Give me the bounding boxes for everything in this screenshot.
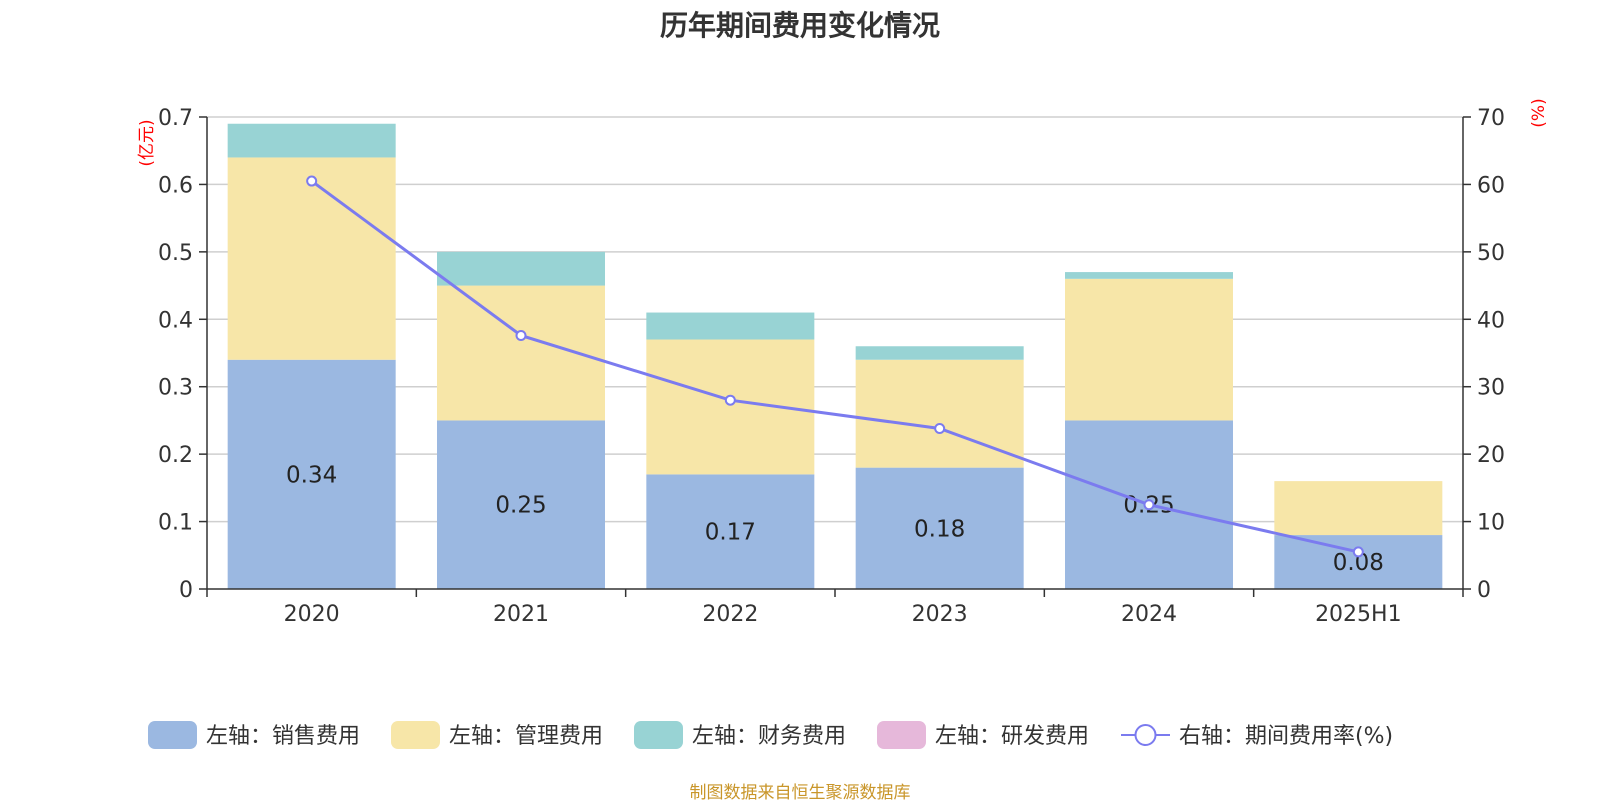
rate-point <box>306 175 318 187</box>
left-tick-label: 0.1 <box>158 511 193 536</box>
legend-label: 左轴：管理费用 <box>449 724 603 749</box>
legend-item: 左轴：研发费用 <box>877 721 1089 749</box>
bar-value-label: 0.34 <box>286 462 337 488</box>
legend-item: 右轴：期间费用率(%) <box>1121 724 1393 749</box>
rate-point <box>934 423 946 435</box>
legend-label: 右轴：期间费用率(%) <box>1179 724 1393 749</box>
x-tick-label: 2022 <box>702 602 758 627</box>
bar-segment <box>1065 278 1233 421</box>
bar-data-labels: 0.340.250.170.180.250.08 <box>286 462 1384 576</box>
legend-swatch <box>148 721 197 749</box>
bar-value-label: 0.25 <box>495 493 546 519</box>
bar-segment <box>1274 535 1443 589</box>
rate-line-series <box>306 175 1364 558</box>
left-axis-unit: (亿元) <box>137 119 157 166</box>
legend-item: 左轴：管理费用 <box>391 721 603 749</box>
right-tick-label: 10 <box>1477 511 1505 536</box>
legend-item: 左轴：销售费用 <box>148 721 360 749</box>
right-tick-label: 70 <box>1477 106 1505 131</box>
left-tick-label: 0.2 <box>158 443 193 468</box>
right-tick-label: 30 <box>1477 376 1505 401</box>
rate-point <box>515 329 527 341</box>
x-tick-label: 2025H1 <box>1315 602 1402 627</box>
left-tick-label: 0.7 <box>158 106 193 131</box>
legend-marker <box>1134 724 1157 746</box>
axes: 0 0 0.1 10 0.2 20 0.3 30 0.4 40 0.5 50 0.6 60 0.7 70 202… <box>137 98 1549 627</box>
right-tick-label: 60 <box>1477 173 1505 198</box>
legend-swatch <box>877 721 926 749</box>
data-source-note: 制图数据来自恒生聚源数据库 <box>689 783 911 803</box>
bar-segment <box>855 346 1024 360</box>
legend: 左轴：销售费用 左轴：管理费用 左轴：财务费用 左轴：研发费用 右轴：期间费用率(%) <box>148 721 1393 749</box>
right-tick-label: 0 <box>1477 578 1491 603</box>
left-tick-label: 0.4 <box>158 308 193 333</box>
left-tick-label: 0.6 <box>158 173 193 198</box>
bar-segment <box>1274 481 1443 536</box>
bar-segment <box>227 157 396 360</box>
left-tick-label: 0.5 <box>158 241 193 266</box>
right-axis-unit: (%) <box>1529 98 1549 127</box>
rate-point <box>724 394 736 406</box>
legend-label: 左轴：研发费用 <box>935 724 1089 749</box>
legend-swatch <box>634 721 683 749</box>
bar-segment <box>227 123 396 158</box>
legend-swatch <box>391 721 440 749</box>
rate-line <box>310 179 1359 554</box>
bar-segment <box>646 312 815 340</box>
bar-series <box>227 123 1443 589</box>
bar-segment <box>646 474 815 589</box>
bar-value-label: 0.18 <box>914 516 965 542</box>
bar-segment <box>437 420 605 589</box>
x-tick-label: 2023 <box>912 602 968 627</box>
legend-label: 左轴：财务费用 <box>692 724 846 749</box>
x-tick-label: 2024 <box>1121 602 1177 627</box>
bar-segment <box>1065 272 1233 279</box>
bar-segment <box>855 467 1024 589</box>
legend-item: 左轴：财务费用 <box>634 721 846 749</box>
left-tick-label: 0 <box>179 578 193 603</box>
bar-segment <box>437 251 605 286</box>
x-tick-label: 2020 <box>284 602 340 627</box>
rate-point <box>1143 499 1155 511</box>
left-tick-label: 0.3 <box>158 376 193 401</box>
right-tick-label: 40 <box>1477 308 1505 333</box>
bar-segment <box>227 359 396 589</box>
right-tick-label: 20 <box>1477 443 1505 468</box>
rate-point <box>1352 546 1364 558</box>
right-tick-label: 50 <box>1477 241 1505 266</box>
bar-value-label: 0.17 <box>705 520 756 546</box>
legend-label: 左轴：销售费用 <box>206 724 360 749</box>
chart-title: 历年期间费用变化情况 <box>659 9 940 42</box>
grid-lines <box>207 116 1463 523</box>
x-tick-label: 2021 <box>493 602 549 627</box>
